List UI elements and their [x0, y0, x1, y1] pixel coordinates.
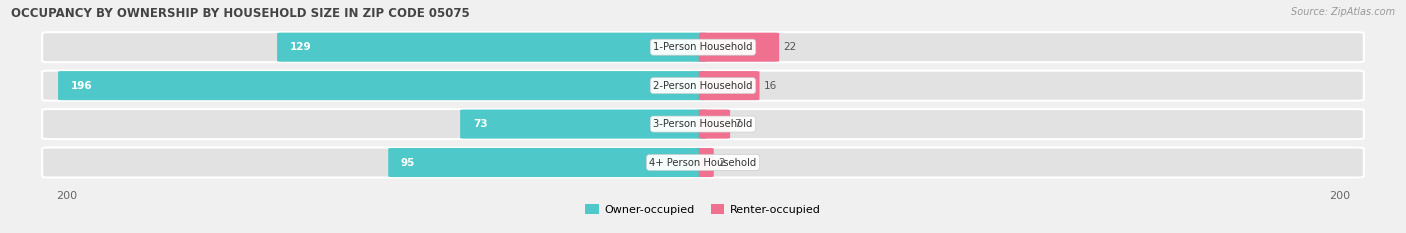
Text: 2-Person Household: 2-Person Household	[654, 81, 752, 91]
Text: 95: 95	[401, 158, 415, 168]
Text: 3-Person Household: 3-Person Household	[654, 119, 752, 129]
Text: 7: 7	[734, 119, 741, 129]
Legend: Owner-occupied, Renter-occupied: Owner-occupied, Renter-occupied	[585, 205, 821, 215]
Text: 1-Person Household: 1-Person Household	[654, 42, 752, 52]
Text: 22: 22	[783, 42, 797, 52]
Text: 4+ Person Household: 4+ Person Household	[650, 158, 756, 168]
Text: OCCUPANCY BY OWNERSHIP BY HOUSEHOLD SIZE IN ZIP CODE 05075: OCCUPANCY BY OWNERSHIP BY HOUSEHOLD SIZE…	[11, 7, 470, 20]
Text: 200: 200	[1329, 191, 1350, 201]
Text: 16: 16	[763, 81, 778, 91]
Text: 196: 196	[70, 81, 93, 91]
Text: 129: 129	[290, 42, 311, 52]
Text: Source: ZipAtlas.com: Source: ZipAtlas.com	[1291, 7, 1395, 17]
Text: 2: 2	[718, 158, 724, 168]
Text: 73: 73	[472, 119, 488, 129]
Text: 200: 200	[56, 191, 77, 201]
